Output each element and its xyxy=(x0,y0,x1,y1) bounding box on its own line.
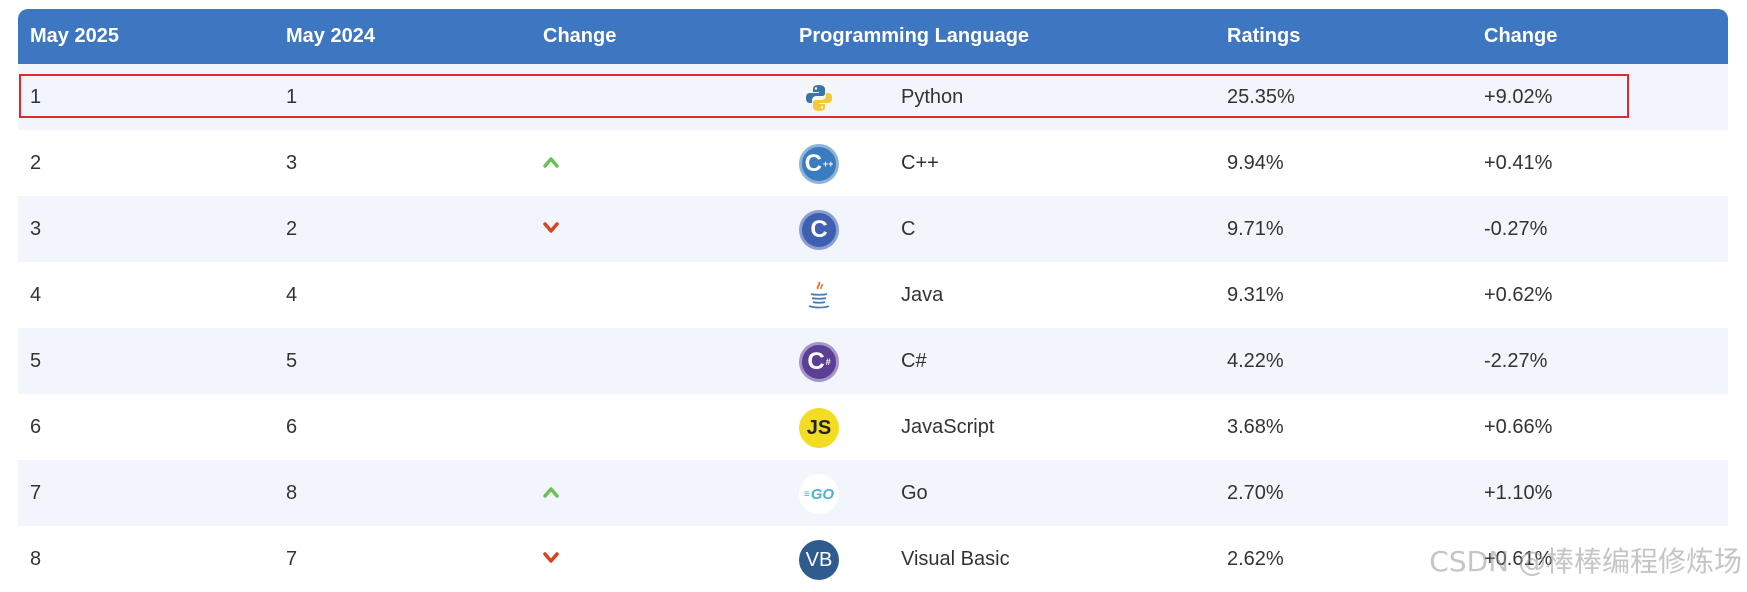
rating-value: 9.31% xyxy=(1227,284,1284,306)
header-rating-change[interactable]: Change xyxy=(1484,25,1558,47)
rating-value: 25.35% xyxy=(1227,86,1295,108)
go-icon-text: GO xyxy=(810,485,835,503)
language-name[interactable]: C++ xyxy=(901,152,939,174)
header-may-2024[interactable]: May 2024 xyxy=(286,25,375,47)
language-name[interactable]: C# xyxy=(901,350,927,372)
rating-value: 9.71% xyxy=(1227,218,1284,240)
rating-change: +0.61% xyxy=(1484,548,1553,570)
header-ratings[interactable]: Ratings xyxy=(1227,25,1301,47)
c-icon-letter: C xyxy=(810,216,828,243)
watermark: CSDN @棒棒编程修炼场 xyxy=(1429,545,1742,578)
table-header: May 2025 May 2024 Change Programming Lan… xyxy=(18,9,1728,64)
csharp-icon-letter: C xyxy=(807,348,825,375)
rating-change: +0.41% xyxy=(1484,152,1553,174)
rank-2025: 6 xyxy=(30,416,42,438)
language-name[interactable]: Python xyxy=(901,86,964,108)
table-row[interactable]: 4 4 Java 9.31% +0.62% xyxy=(18,262,1728,328)
table-row[interactable]: 7 8 ≡ GO Go 2.70% +1.10% xyxy=(18,460,1728,526)
rank-2024: 3 xyxy=(286,152,298,174)
rating-change: +0.62% xyxy=(1484,284,1553,306)
arrow-down-icon xyxy=(543,221,559,235)
rank-2025: 1 xyxy=(30,86,42,108)
arrow-up-icon xyxy=(543,485,559,499)
arrow-down-icon xyxy=(543,551,559,565)
rank-2024: 6 xyxy=(286,416,298,438)
rating-value: 2.62% xyxy=(1227,548,1284,570)
rank-2024: 1 xyxy=(286,86,298,108)
rating-value: 3.68% xyxy=(1227,416,1284,438)
arrow-up-icon xyxy=(543,155,559,169)
header-change[interactable]: Change xyxy=(543,25,617,47)
language-name[interactable]: Java xyxy=(901,284,944,306)
table-row[interactable]: 1 1 Python 25.35% +9.02% xyxy=(18,64,1728,130)
rank-2025: 7 xyxy=(30,482,42,504)
rank-2024: 2 xyxy=(286,218,298,240)
rank-2025: 5 xyxy=(30,350,42,372)
rating-change: +9.02% xyxy=(1484,86,1553,108)
rating-change: +0.66% xyxy=(1484,416,1553,438)
table-row[interactable]: 6 6 JS JavaScript 3.68% +0.66% xyxy=(18,394,1728,460)
rank-2025: 3 xyxy=(30,218,42,240)
header-may-2025[interactable]: May 2025 xyxy=(30,25,119,47)
vb-icon-text: VB xyxy=(805,548,833,571)
rating-change: -0.27% xyxy=(1484,218,1548,240)
rank-2025: 8 xyxy=(30,548,42,570)
rating-value: 2.70% xyxy=(1227,482,1284,504)
javascript-icon-text: JS xyxy=(806,416,832,439)
language-name[interactable]: Visual Basic xyxy=(901,548,1010,570)
table-row[interactable]: 3 2 C C 9.71% -0.27% xyxy=(18,196,1728,262)
header-programming-language[interactable]: Programming Language xyxy=(799,25,1030,47)
rank-2024: 7 xyxy=(286,548,298,570)
rank-2024: 4 xyxy=(286,284,298,306)
rank-2024: 5 xyxy=(286,350,298,372)
language-name[interactable]: JavaScript xyxy=(901,416,995,438)
rating-change: -2.27% xyxy=(1484,350,1548,372)
table-row[interactable]: 2 3 C ++ C++ 9.94% +0.41% xyxy=(18,130,1728,196)
language-name[interactable]: Go xyxy=(901,482,928,504)
rating-change: +1.10% xyxy=(1484,482,1553,504)
rank-2025: 2 xyxy=(30,152,42,174)
ranking-table: May 2025 May 2024 Change Programming Lan… xyxy=(18,9,1728,592)
rank-2024: 8 xyxy=(286,482,298,504)
cpp-icon-letter: C xyxy=(804,150,822,177)
rating-value: 4.22% xyxy=(1227,350,1284,372)
rating-value: 9.94% xyxy=(1227,152,1284,174)
language-name[interactable]: C xyxy=(901,218,916,240)
rank-2025: 4 xyxy=(30,284,42,306)
table-row[interactable]: 8 7 VB Visual Basic 2.62% +0.61% xyxy=(18,526,1728,592)
table-row[interactable]: 5 5 C # C# 4.22% -2.27% xyxy=(18,328,1728,394)
